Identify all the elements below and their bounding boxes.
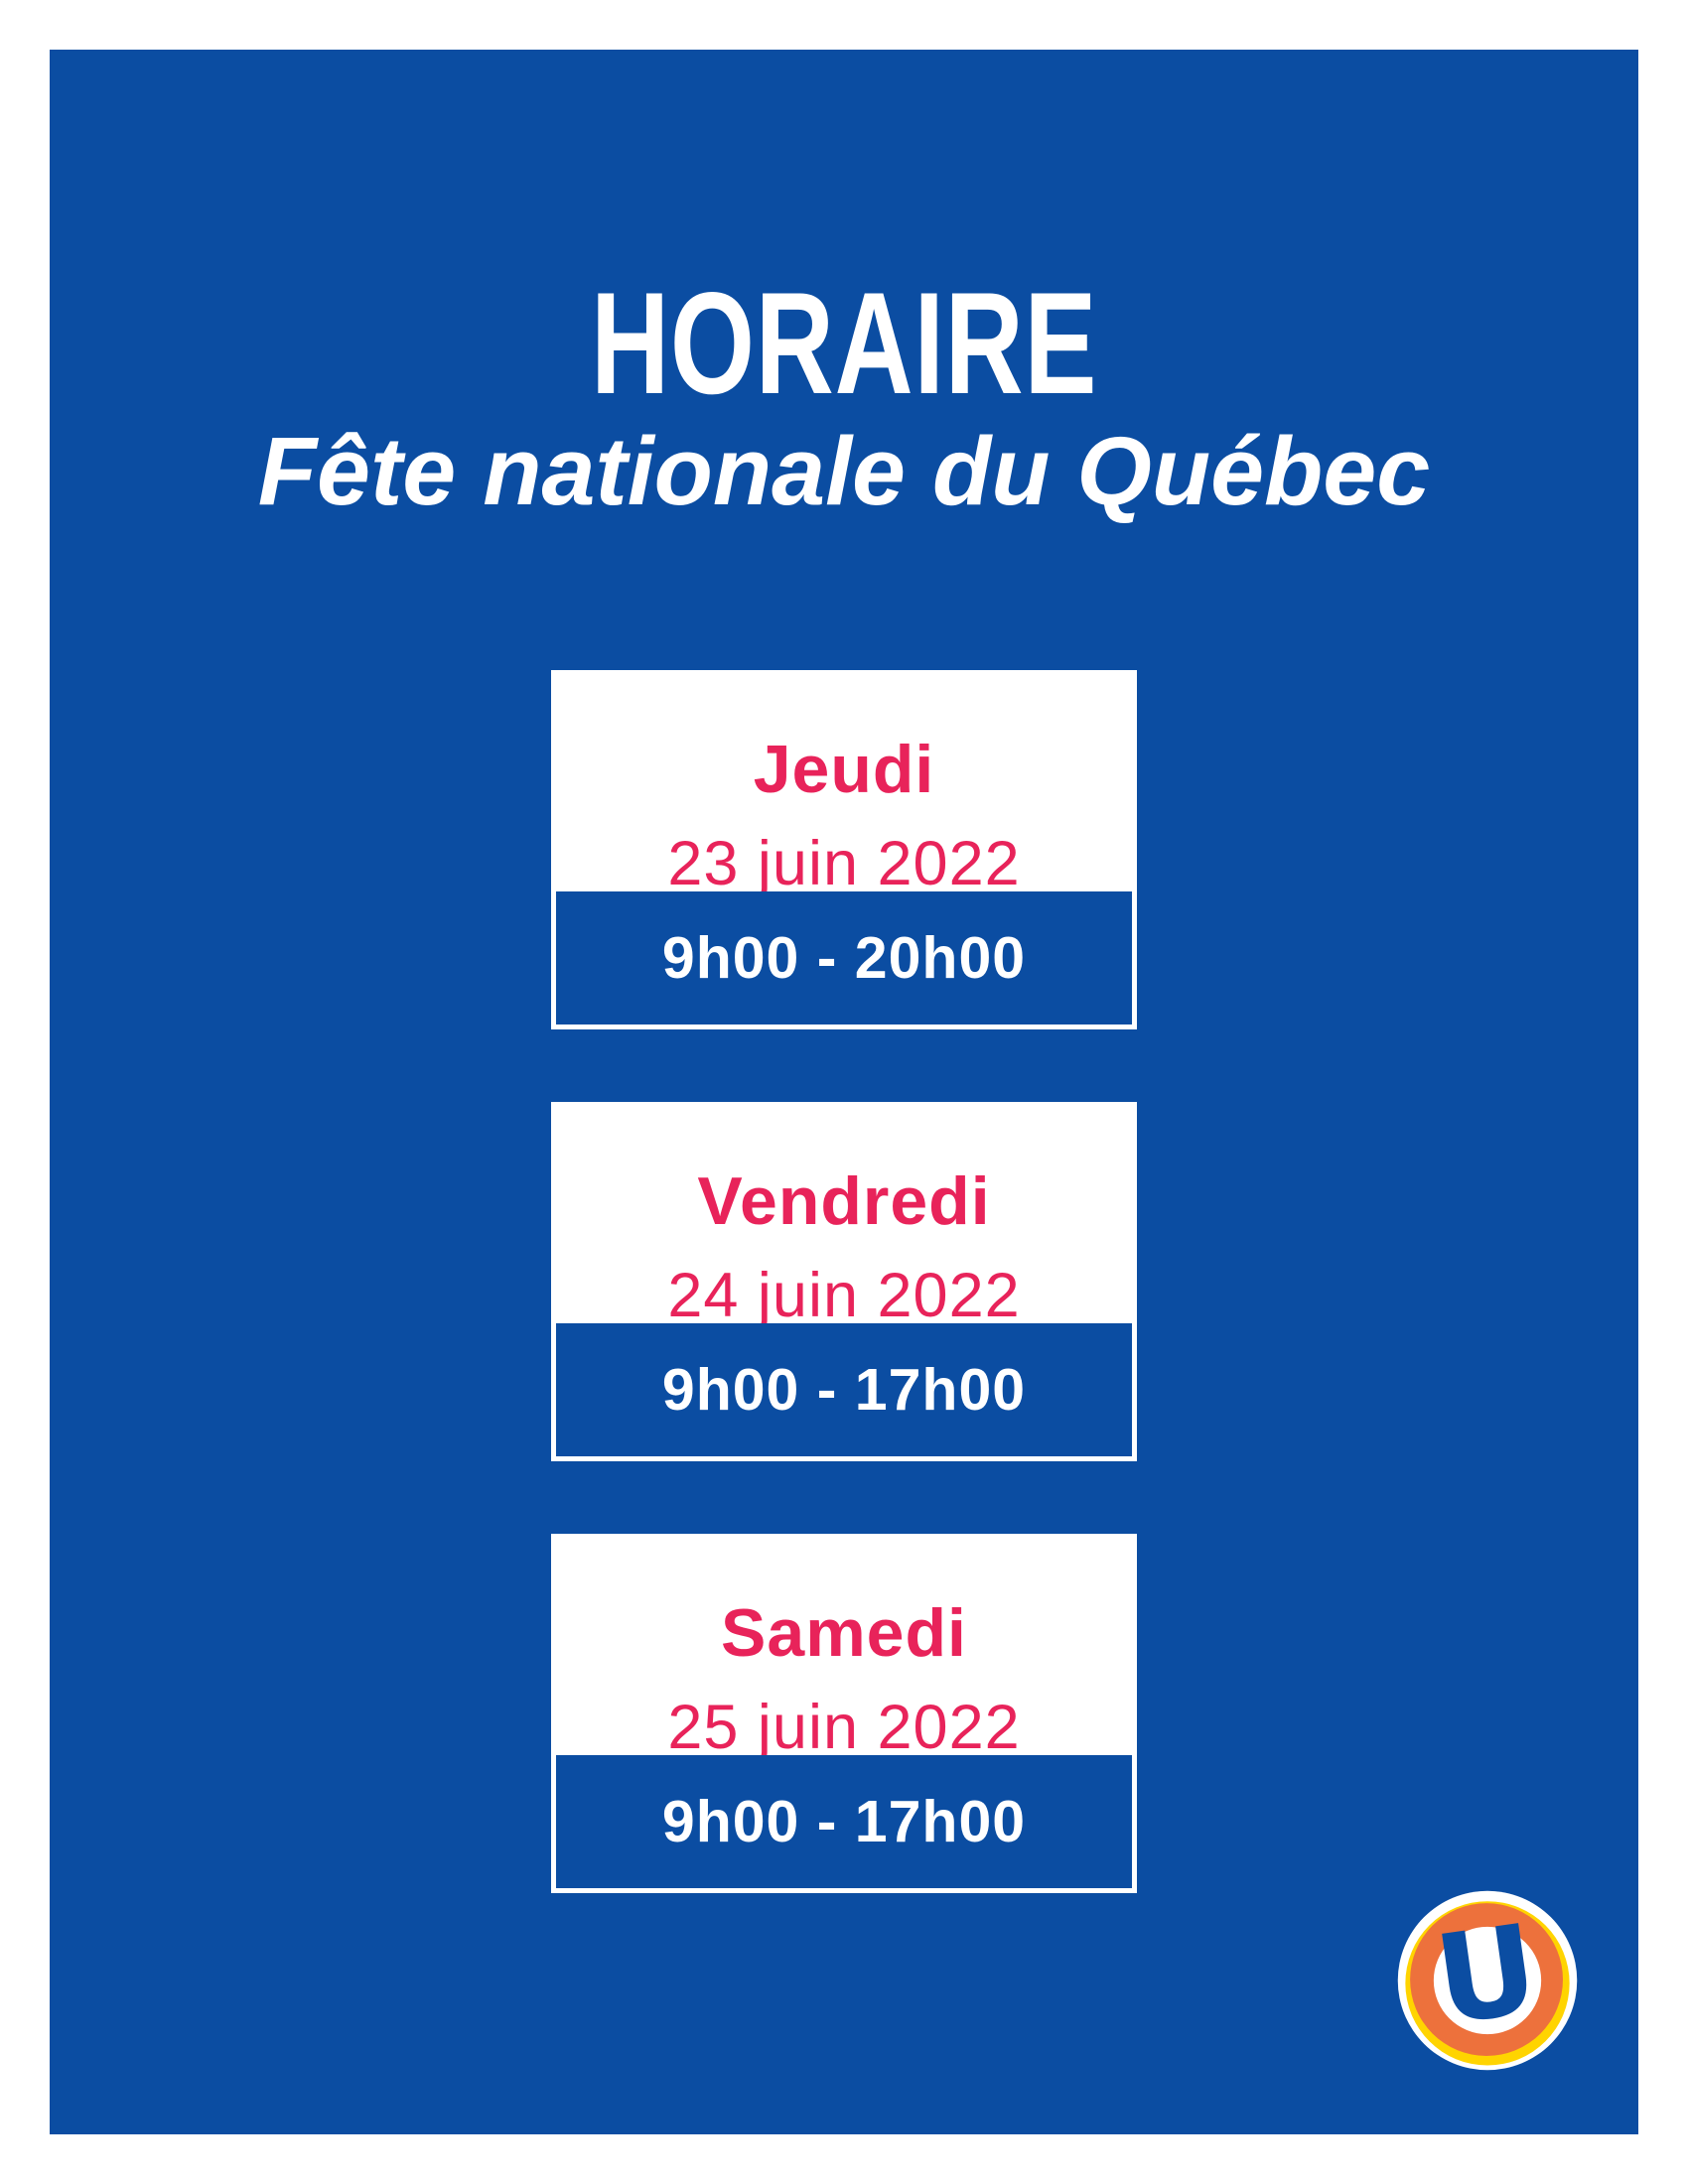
- poster-subtitle: Fête nationale du Québec: [257, 417, 1431, 525]
- schedule-card-samedi: Samedi 25 juin 2022 9h00 - 17h00: [551, 1534, 1137, 1893]
- u-logo-letter: U: [1428, 1898, 1546, 2054]
- hours-band: 9h00 - 17h00: [556, 1755, 1132, 1888]
- poster-background: HORAIRE Fête nationale du Québec Jeudi 2…: [50, 50, 1638, 2134]
- day-label: Samedi: [721, 1595, 967, 1671]
- schedule-card-jeudi: Jeudi 23 juin 2022 9h00 - 20h00: [551, 670, 1137, 1029]
- hours-band: 9h00 - 20h00: [556, 891, 1132, 1024]
- schedule-card-vendredi: Vendredi 24 juin 2022 9h00 - 17h00: [551, 1102, 1137, 1461]
- hours-label: 9h00 - 17h00: [661, 1356, 1027, 1423]
- poster-title-text: HORAIRE: [590, 262, 1098, 424]
- poster-title: HORAIRE: [50, 271, 1638, 416]
- date-label: 23 juin 2022: [667, 829, 1021, 898]
- day-label: Jeudi: [753, 732, 935, 807]
- day-label: Vendredi: [697, 1163, 991, 1239]
- hours-band: 9h00 - 17h00: [556, 1323, 1132, 1456]
- date-label: 24 juin 2022: [667, 1261, 1021, 1330]
- u-brand-logo-icon: U: [1397, 1890, 1578, 2071]
- hours-label: 9h00 - 20h00: [661, 924, 1027, 991]
- hours-label: 9h00 - 17h00: [661, 1788, 1027, 1854]
- date-label: 25 juin 2022: [667, 1693, 1021, 1762]
